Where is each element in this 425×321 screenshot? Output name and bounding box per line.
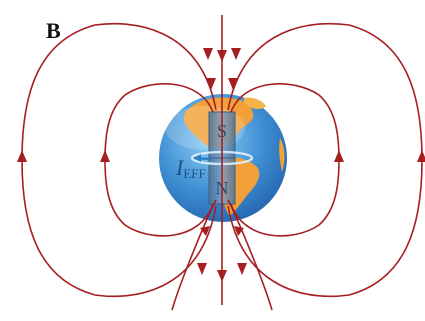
greenland-land <box>243 97 266 109</box>
arrow-inner-lower-right <box>234 226 244 236</box>
current-arrow-head <box>194 154 201 162</box>
field-arrowheads <box>17 48 425 282</box>
current-subscript: EFF <box>183 166 205 181</box>
arrow-middle-right <box>334 150 344 162</box>
arrow-axis-bottom <box>217 270 227 282</box>
arrow-axis-top <box>217 50 227 62</box>
arrow-upper-left <box>203 48 213 60</box>
panel-label: B <box>46 18 61 43</box>
arrow-lower-left <box>197 263 207 275</box>
arrow-outer-left <box>17 150 27 162</box>
field-line-lower-left <box>171 199 217 311</box>
arrow-lower-right <box>237 263 247 275</box>
current-label: IEFF <box>175 155 206 181</box>
africa-land <box>279 138 285 172</box>
arrow-inner-upper-left <box>206 78 216 90</box>
arrow-outer-right <box>417 150 425 162</box>
current-symbol: I <box>175 155 185 180</box>
arrow-inner-lower-left <box>200 226 210 236</box>
arrow-middle-left <box>100 150 110 162</box>
field-line-lower-right <box>227 199 273 311</box>
arrow-inner-upper-right <box>228 78 238 90</box>
arrow-upper-right <box>231 48 241 60</box>
